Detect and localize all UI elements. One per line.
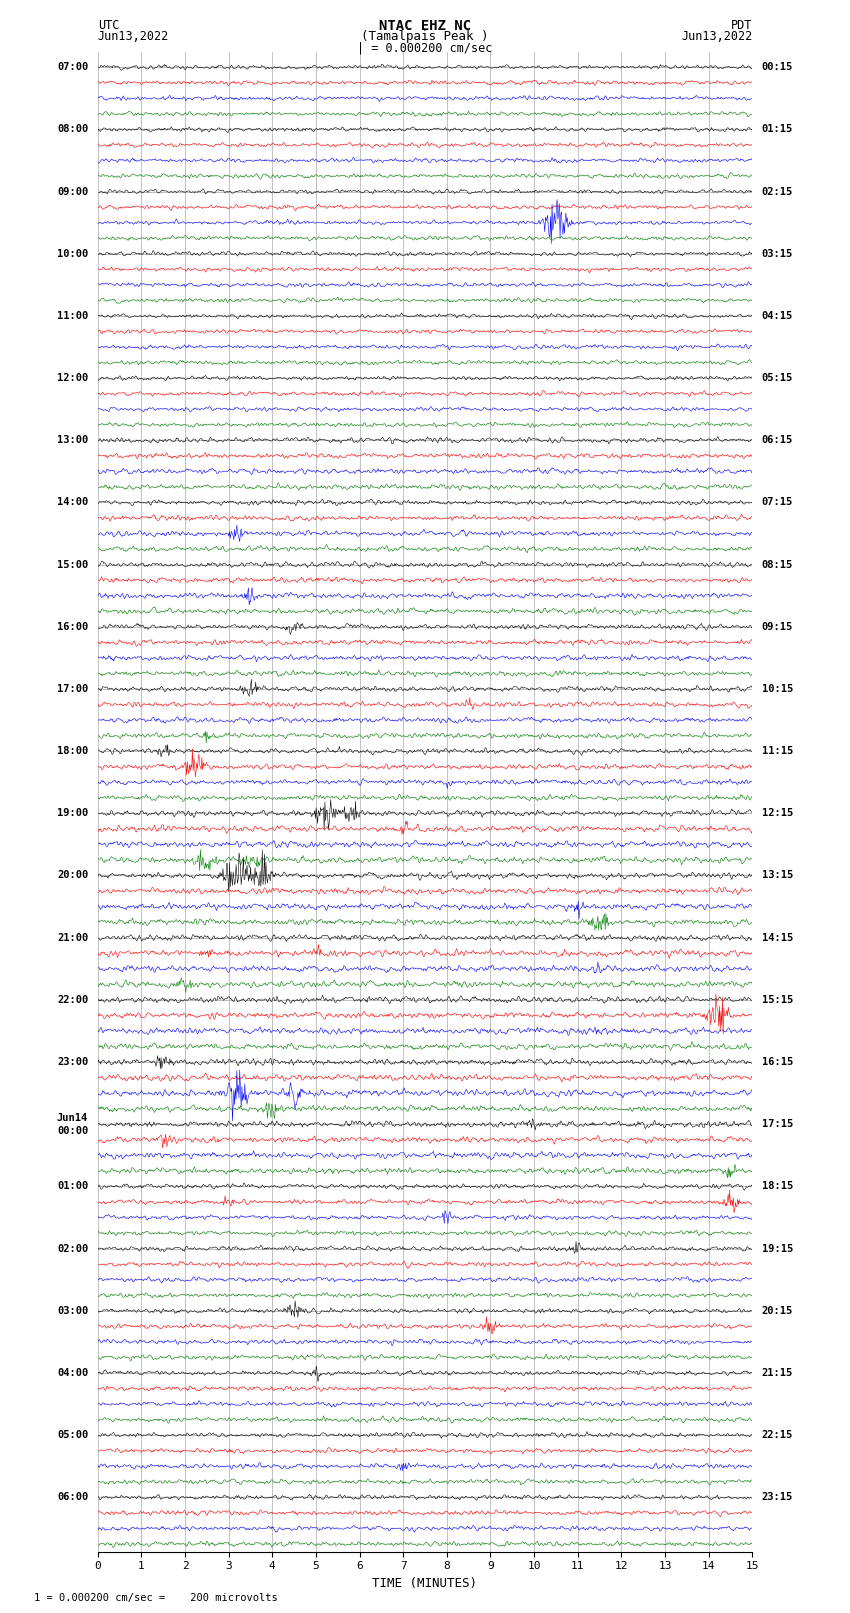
Text: 16:00: 16:00	[57, 621, 88, 632]
Text: 08:15: 08:15	[762, 560, 793, 569]
Text: 10:15: 10:15	[762, 684, 793, 694]
Text: (Tamalpais Peak ): (Tamalpais Peak )	[361, 31, 489, 44]
Text: UTC: UTC	[98, 18, 119, 32]
Text: 10:00: 10:00	[57, 248, 88, 258]
Text: 09:00: 09:00	[57, 187, 88, 197]
Text: | = 0.000200 cm/sec: | = 0.000200 cm/sec	[357, 40, 493, 55]
Text: 00:15: 00:15	[762, 63, 793, 73]
Text: 15:00: 15:00	[57, 560, 88, 569]
Text: 12:00: 12:00	[57, 373, 88, 382]
Text: PDT: PDT	[731, 18, 752, 32]
Text: 05:00: 05:00	[57, 1431, 88, 1440]
Text: 02:00: 02:00	[57, 1244, 88, 1253]
Text: 11:00: 11:00	[57, 311, 88, 321]
Text: 06:00: 06:00	[57, 1492, 88, 1502]
X-axis label: TIME (MINUTES): TIME (MINUTES)	[372, 1578, 478, 1590]
Text: 01:00: 01:00	[57, 1181, 88, 1192]
Text: 19:15: 19:15	[762, 1244, 793, 1253]
Text: 17:00: 17:00	[57, 684, 88, 694]
Text: Jun14: Jun14	[57, 1113, 88, 1123]
Text: 05:15: 05:15	[762, 373, 793, 382]
Text: 14:00: 14:00	[57, 497, 88, 508]
Text: 12:15: 12:15	[762, 808, 793, 818]
Text: 01:15: 01:15	[762, 124, 793, 134]
Text: 21:00: 21:00	[57, 932, 88, 942]
Text: 15:15: 15:15	[762, 995, 793, 1005]
Text: 03:00: 03:00	[57, 1307, 88, 1316]
Text: 07:15: 07:15	[762, 497, 793, 508]
Text: 22:15: 22:15	[762, 1431, 793, 1440]
Text: 07:00: 07:00	[57, 63, 88, 73]
Text: 23:15: 23:15	[762, 1492, 793, 1502]
Text: 23:00: 23:00	[57, 1057, 88, 1068]
Text: Jun13,2022: Jun13,2022	[98, 31, 169, 44]
Text: Jun13,2022: Jun13,2022	[681, 31, 752, 44]
Text: 19:00: 19:00	[57, 808, 88, 818]
Text: 18:15: 18:15	[762, 1181, 793, 1192]
Text: 06:15: 06:15	[762, 436, 793, 445]
Text: 20:00: 20:00	[57, 871, 88, 881]
Text: 04:00: 04:00	[57, 1368, 88, 1378]
Text: 02:15: 02:15	[762, 187, 793, 197]
Text: 18:00: 18:00	[57, 747, 88, 756]
Text: 20:15: 20:15	[762, 1307, 793, 1316]
Text: 21:15: 21:15	[762, 1368, 793, 1378]
Text: 11:15: 11:15	[762, 747, 793, 756]
Text: 00:00: 00:00	[57, 1126, 88, 1136]
Text: 17:15: 17:15	[762, 1119, 793, 1129]
Text: 13:00: 13:00	[57, 436, 88, 445]
Text: 16:15: 16:15	[762, 1057, 793, 1068]
Text: 1 = 0.000200 cm/sec =    200 microvolts: 1 = 0.000200 cm/sec = 200 microvolts	[34, 1594, 278, 1603]
Text: 14:15: 14:15	[762, 932, 793, 942]
Text: NTAC EHZ NC: NTAC EHZ NC	[379, 18, 471, 32]
Text: 22:00: 22:00	[57, 995, 88, 1005]
Text: 09:15: 09:15	[762, 621, 793, 632]
Text: 08:00: 08:00	[57, 124, 88, 134]
Text: 04:15: 04:15	[762, 311, 793, 321]
Text: 13:15: 13:15	[762, 871, 793, 881]
Text: 03:15: 03:15	[762, 248, 793, 258]
